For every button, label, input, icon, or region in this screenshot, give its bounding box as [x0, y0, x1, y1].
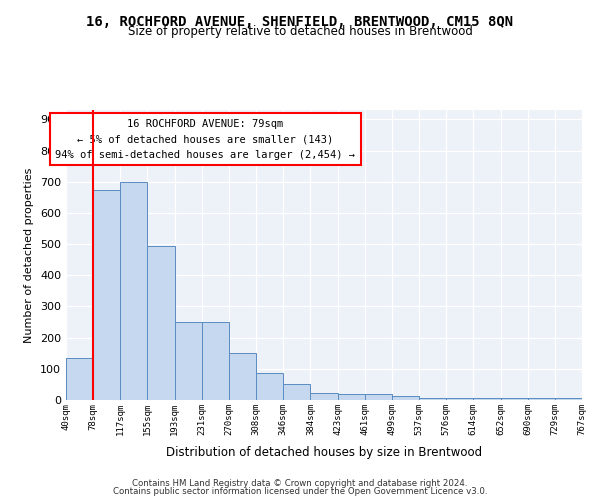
- X-axis label: Distribution of detached houses by size in Brentwood: Distribution of detached houses by size …: [166, 446, 482, 459]
- Bar: [283, 384, 310, 400]
- Y-axis label: Number of detached properties: Number of detached properties: [25, 168, 34, 342]
- Bar: [555, 398, 582, 400]
- Bar: [229, 353, 256, 400]
- Bar: [256, 372, 283, 400]
- Bar: [175, 322, 202, 400]
- Text: Contains public sector information licensed under the Open Government Licence v3: Contains public sector information licen…: [113, 487, 487, 496]
- Bar: [66, 358, 93, 400]
- Bar: [202, 322, 229, 400]
- Bar: [365, 394, 392, 400]
- Text: Contains HM Land Registry data © Crown copyright and database right 2024.: Contains HM Land Registry data © Crown c…: [132, 478, 468, 488]
- Text: Size of property relative to detached houses in Brentwood: Size of property relative to detached ho…: [128, 25, 472, 38]
- Bar: [392, 396, 419, 400]
- Bar: [419, 398, 446, 400]
- Bar: [500, 398, 527, 400]
- Bar: [527, 398, 555, 400]
- Bar: [148, 246, 175, 400]
- Bar: [446, 398, 473, 400]
- Text: 16 ROCHFORD AVENUE: 79sqm
← 5% of detached houses are smaller (143)
94% of semi-: 16 ROCHFORD AVENUE: 79sqm ← 5% of detach…: [55, 118, 355, 160]
- Bar: [473, 398, 500, 400]
- Bar: [93, 190, 121, 400]
- Bar: [338, 394, 365, 400]
- Bar: [121, 182, 148, 400]
- Text: 16, ROCHFORD AVENUE, SHENFIELD, BRENTWOOD, CM15 8QN: 16, ROCHFORD AVENUE, SHENFIELD, BRENTWOO…: [86, 15, 514, 29]
- Bar: [310, 393, 338, 400]
